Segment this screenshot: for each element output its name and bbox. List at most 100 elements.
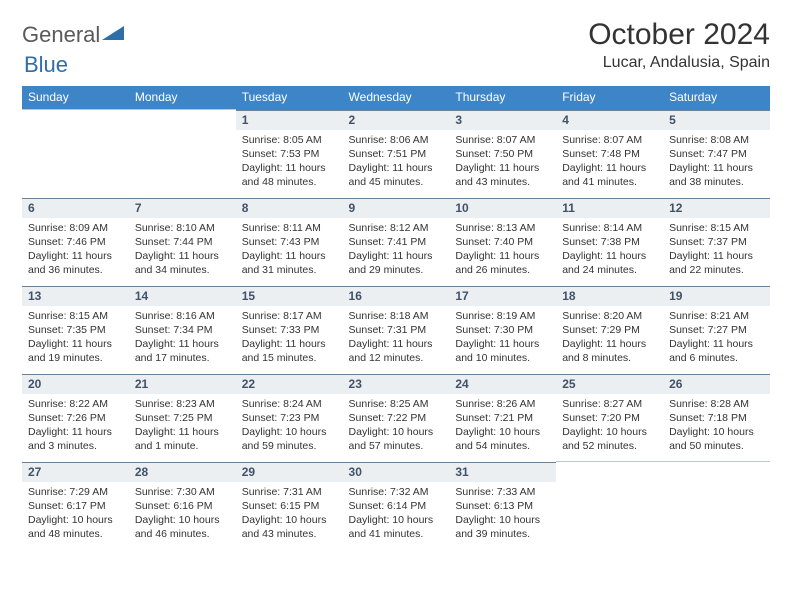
- calendar-cell: 26Sunrise: 8:28 AMSunset: 7:18 PMDayligh…: [663, 374, 770, 462]
- day-details: Sunrise: 8:19 AMSunset: 7:30 PMDaylight:…: [449, 306, 556, 370]
- calendar-week-row: 1Sunrise: 8:05 AMSunset: 7:53 PMDaylight…: [22, 110, 770, 198]
- calendar-cell: 22Sunrise: 8:24 AMSunset: 7:23 PMDayligh…: [236, 374, 343, 462]
- calendar-cell: 17Sunrise: 8:19 AMSunset: 7:30 PMDayligh…: [449, 286, 556, 374]
- day-details: Sunrise: 8:11 AMSunset: 7:43 PMDaylight:…: [236, 218, 343, 282]
- calendar-cell: 31Sunrise: 7:33 AMSunset: 6:13 PMDayligh…: [449, 462, 556, 550]
- calendar-cell: 12Sunrise: 8:15 AMSunset: 7:37 PMDayligh…: [663, 198, 770, 286]
- day-number: 16: [343, 286, 450, 306]
- day-details: Sunrise: 8:14 AMSunset: 7:38 PMDaylight:…: [556, 218, 663, 282]
- day-number: 8: [236, 198, 343, 218]
- day-details: Sunrise: 8:07 AMSunset: 7:50 PMDaylight:…: [449, 130, 556, 194]
- day-details: Sunrise: 8:07 AMSunset: 7:48 PMDaylight:…: [556, 130, 663, 194]
- day-number: 24: [449, 374, 556, 394]
- calendar-cell: 28Sunrise: 7:30 AMSunset: 6:16 PMDayligh…: [129, 462, 236, 550]
- calendar-cell: 15Sunrise: 8:17 AMSunset: 7:33 PMDayligh…: [236, 286, 343, 374]
- calendar-cell: 30Sunrise: 7:32 AMSunset: 6:14 PMDayligh…: [343, 462, 450, 550]
- calendar-cell: 20Sunrise: 8:22 AMSunset: 7:26 PMDayligh…: [22, 374, 129, 462]
- weekday-header: Friday: [556, 86, 663, 110]
- day-number: 3: [449, 110, 556, 130]
- calendar-cell: 21Sunrise: 8:23 AMSunset: 7:25 PMDayligh…: [129, 374, 236, 462]
- day-details: Sunrise: 7:33 AMSunset: 6:13 PMDaylight:…: [449, 482, 556, 546]
- calendar-cell: 23Sunrise: 8:25 AMSunset: 7:22 PMDayligh…: [343, 374, 450, 462]
- day-details: Sunrise: 7:31 AMSunset: 6:15 PMDaylight:…: [236, 482, 343, 546]
- calendar-cell: 9Sunrise: 8:12 AMSunset: 7:41 PMDaylight…: [343, 198, 450, 286]
- calendar-cell: [22, 110, 129, 198]
- day-number: 19: [663, 286, 770, 306]
- day-details: Sunrise: 8:23 AMSunset: 7:25 PMDaylight:…: [129, 394, 236, 458]
- calendar-cell: 1Sunrise: 8:05 AMSunset: 7:53 PMDaylight…: [236, 110, 343, 198]
- day-number: 5: [663, 110, 770, 130]
- calendar-cell: 11Sunrise: 8:14 AMSunset: 7:38 PMDayligh…: [556, 198, 663, 286]
- calendar-cell: 16Sunrise: 8:18 AMSunset: 7:31 PMDayligh…: [343, 286, 450, 374]
- day-number: 26: [663, 374, 770, 394]
- day-details: Sunrise: 8:27 AMSunset: 7:20 PMDaylight:…: [556, 394, 663, 458]
- title-block: October 2024 Lucar, Andalusia, Spain: [588, 18, 770, 72]
- calendar-cell: 10Sunrise: 8:13 AMSunset: 7:40 PMDayligh…: [449, 198, 556, 286]
- weekday-header: Tuesday: [236, 86, 343, 110]
- day-number: 27: [22, 462, 129, 482]
- day-number: 20: [22, 374, 129, 394]
- calendar-cell: 29Sunrise: 7:31 AMSunset: 6:15 PMDayligh…: [236, 462, 343, 550]
- calendar-cell: [556, 462, 663, 550]
- calendar-cell: 13Sunrise: 8:15 AMSunset: 7:35 PMDayligh…: [22, 286, 129, 374]
- day-details: Sunrise: 8:09 AMSunset: 7:46 PMDaylight:…: [22, 218, 129, 282]
- brand-part1: General: [22, 22, 100, 48]
- day-details: Sunrise: 8:10 AMSunset: 7:44 PMDaylight:…: [129, 218, 236, 282]
- calendar-cell: 27Sunrise: 7:29 AMSunset: 6:17 PMDayligh…: [22, 462, 129, 550]
- calendar-cell: 7Sunrise: 8:10 AMSunset: 7:44 PMDaylight…: [129, 198, 236, 286]
- day-details: Sunrise: 7:32 AMSunset: 6:14 PMDaylight:…: [343, 482, 450, 546]
- day-details: Sunrise: 8:22 AMSunset: 7:26 PMDaylight:…: [22, 394, 129, 458]
- calendar-cell: 14Sunrise: 8:16 AMSunset: 7:34 PMDayligh…: [129, 286, 236, 374]
- day-number: 25: [556, 374, 663, 394]
- day-details: Sunrise: 7:30 AMSunset: 6:16 PMDaylight:…: [129, 482, 236, 546]
- day-details: Sunrise: 8:24 AMSunset: 7:23 PMDaylight:…: [236, 394, 343, 458]
- brand-part2: Blue: [24, 52, 68, 77]
- calendar-week-row: 20Sunrise: 8:22 AMSunset: 7:26 PMDayligh…: [22, 374, 770, 462]
- calendar-body: 1Sunrise: 8:05 AMSunset: 7:53 PMDaylight…: [22, 110, 770, 550]
- day-number: 21: [129, 374, 236, 394]
- day-details: Sunrise: 8:20 AMSunset: 7:29 PMDaylight:…: [556, 306, 663, 370]
- calendar-cell: 8Sunrise: 8:11 AMSunset: 7:43 PMDaylight…: [236, 198, 343, 286]
- logo-triangle-icon: [102, 22, 124, 48]
- day-details: Sunrise: 8:28 AMSunset: 7:18 PMDaylight:…: [663, 394, 770, 458]
- day-number: 2: [343, 110, 450, 130]
- day-details: Sunrise: 8:26 AMSunset: 7:21 PMDaylight:…: [449, 394, 556, 458]
- day-details: Sunrise: 8:08 AMSunset: 7:47 PMDaylight:…: [663, 130, 770, 194]
- calendar-cell: 2Sunrise: 8:06 AMSunset: 7:51 PMDaylight…: [343, 110, 450, 198]
- day-number: 23: [343, 374, 450, 394]
- day-number: 31: [449, 462, 556, 482]
- day-number: 9: [343, 198, 450, 218]
- day-details: Sunrise: 8:12 AMSunset: 7:41 PMDaylight:…: [343, 218, 450, 282]
- day-details: Sunrise: 8:17 AMSunset: 7:33 PMDaylight:…: [236, 306, 343, 370]
- calendar-cell: 6Sunrise: 8:09 AMSunset: 7:46 PMDaylight…: [22, 198, 129, 286]
- weekday-header: Monday: [129, 86, 236, 110]
- day-number: 22: [236, 374, 343, 394]
- weekday-header: Saturday: [663, 86, 770, 110]
- calendar-cell: 3Sunrise: 8:07 AMSunset: 7:50 PMDaylight…: [449, 110, 556, 198]
- calendar-cell: 5Sunrise: 8:08 AMSunset: 7:47 PMDaylight…: [663, 110, 770, 198]
- day-details: Sunrise: 8:21 AMSunset: 7:27 PMDaylight:…: [663, 306, 770, 370]
- day-number: 4: [556, 110, 663, 130]
- calendar-cell: [129, 110, 236, 198]
- day-number: 28: [129, 462, 236, 482]
- day-details: Sunrise: 8:16 AMSunset: 7:34 PMDaylight:…: [129, 306, 236, 370]
- day-details: Sunrise: 8:25 AMSunset: 7:22 PMDaylight:…: [343, 394, 450, 458]
- day-number: 30: [343, 462, 450, 482]
- day-number: 13: [22, 286, 129, 306]
- calendar-cell: 25Sunrise: 8:27 AMSunset: 7:20 PMDayligh…: [556, 374, 663, 462]
- weekday-header: Thursday: [449, 86, 556, 110]
- day-number: 29: [236, 462, 343, 482]
- calendar-cell: 4Sunrise: 8:07 AMSunset: 7:48 PMDaylight…: [556, 110, 663, 198]
- page-title: October 2024: [588, 18, 770, 52]
- day-number: 7: [129, 198, 236, 218]
- day-number: 11: [556, 198, 663, 218]
- day-details: Sunrise: 8:15 AMSunset: 7:37 PMDaylight:…: [663, 218, 770, 282]
- header: General October 2024 Lucar, Andalusia, S…: [22, 18, 770, 72]
- calendar-cell: 18Sunrise: 8:20 AMSunset: 7:29 PMDayligh…: [556, 286, 663, 374]
- calendar-week-row: 6Sunrise: 8:09 AMSunset: 7:46 PMDaylight…: [22, 198, 770, 286]
- calendar-page: General October 2024 Lucar, Andalusia, S…: [0, 0, 792, 560]
- day-details: Sunrise: 8:13 AMSunset: 7:40 PMDaylight:…: [449, 218, 556, 282]
- calendar-cell: 19Sunrise: 8:21 AMSunset: 7:27 PMDayligh…: [663, 286, 770, 374]
- day-number: 15: [236, 286, 343, 306]
- day-number: 6: [22, 198, 129, 218]
